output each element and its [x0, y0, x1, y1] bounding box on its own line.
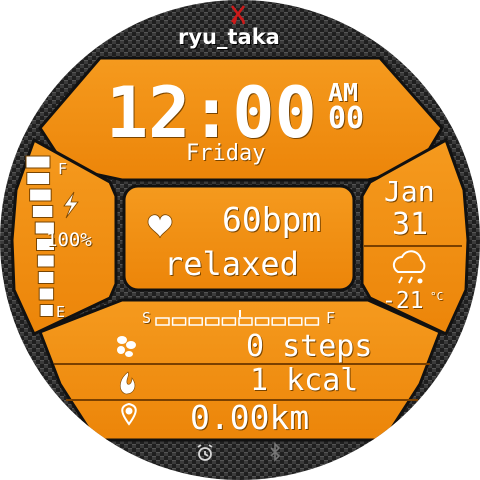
- steps-gauge-segment: [238, 317, 253, 326]
- temperature-unit: °C: [430, 290, 444, 303]
- battery-bar: [38, 287, 55, 301]
- flame-icon: [119, 371, 136, 395]
- date-day: 31: [392, 207, 429, 242]
- steps-gauge-segment: [155, 317, 170, 326]
- steps-gauge-end: F: [326, 309, 336, 327]
- temperature-value: -21: [382, 288, 424, 314]
- distance-value: 0.00km: [190, 398, 310, 437]
- time-ampm: AM: [328, 78, 359, 107]
- weekday: Friday: [186, 141, 266, 166]
- battery-level-bars: [25, 155, 55, 317]
- steps-gauge-segment: [288, 317, 303, 326]
- heart-panel: [122, 184, 356, 292]
- steps-gauge-segment: [205, 317, 220, 326]
- battery-bar: [34, 221, 55, 235]
- steps-gauge-segment: [254, 317, 270, 326]
- steps-gauge-segment: [271, 317, 286, 326]
- time-clock: 12:00: [106, 72, 317, 154]
- steps-gauge: [155, 310, 320, 326]
- footprints-icon: [117, 336, 136, 357]
- heart-rate: 60bpm: [222, 200, 322, 239]
- battery-bar: [39, 304, 54, 317]
- battery-bar: [37, 271, 55, 284]
- alarm-icon: [197, 444, 213, 461]
- battery-full-label: F: [58, 160, 68, 178]
- brand-name: ryu_taka: [178, 25, 280, 49]
- battery-bar: [31, 205, 54, 218]
- date-weather-panel: [360, 137, 470, 337]
- battery-empty-label: E: [56, 303, 66, 321]
- battery-bar: [36, 254, 55, 268]
- steps-value: 0 steps: [246, 329, 373, 364]
- battery-bar: [36, 238, 55, 251]
- calories-value: 1 kcal: [250, 363, 359, 398]
- steps-gauge-segment: [221, 317, 237, 326]
- battery-bar: [29, 188, 52, 202]
- heart-status: relaxed: [164, 245, 299, 283]
- location-pin-icon: [121, 402, 137, 426]
- steps-gauge-segment: [304, 317, 320, 326]
- steps-gauge-segment: [171, 317, 187, 326]
- battery-bar: [25, 155, 51, 169]
- brand-logo-icon: [231, 5, 246, 25]
- cloud-rain-snow-icon: [392, 250, 426, 284]
- time-panel: [38, 56, 444, 182]
- steps-gauge-start: S: [142, 309, 152, 327]
- date-month: Jan: [384, 175, 435, 208]
- steps-gauge-segment: [188, 317, 203, 326]
- time-seconds: 00: [328, 101, 365, 136]
- lightning-icon: [63, 191, 79, 219]
- bluetooth-icon: [270, 442, 281, 462]
- battery-percent: 100%: [46, 229, 92, 251]
- heart-icon: [147, 214, 173, 239]
- battery-bar: [26, 172, 51, 185]
